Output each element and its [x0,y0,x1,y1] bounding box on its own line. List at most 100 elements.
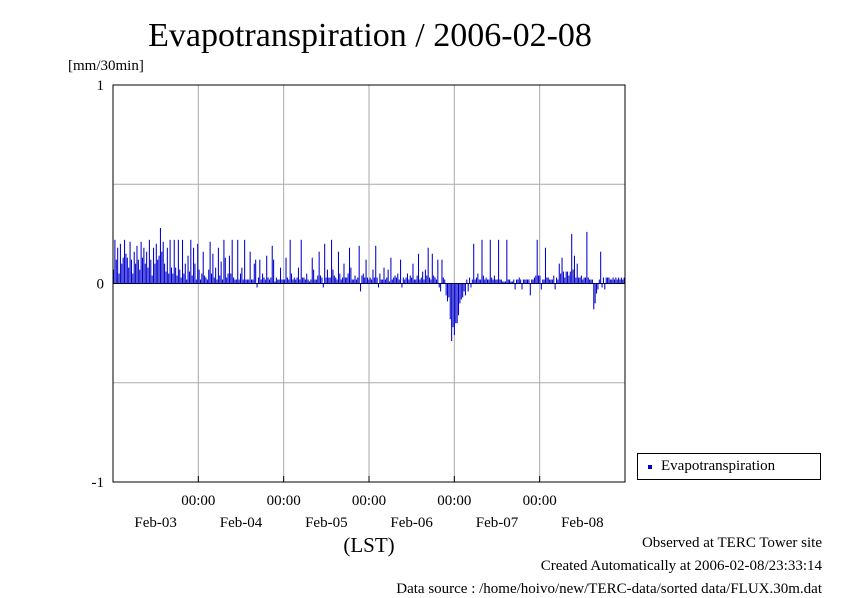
bar [337,251,339,284]
bar [562,271,564,284]
bar [568,275,570,284]
bar [431,253,433,284]
bar [308,281,311,284]
bar [605,277,607,284]
bar [445,283,447,296]
bar [209,241,211,284]
bar [331,239,333,284]
bar [571,233,573,284]
bar [420,277,422,284]
bar [288,279,290,284]
bar [514,283,516,290]
bar [440,283,442,292]
bar [253,263,255,284]
bar [154,263,156,284]
bar [188,271,190,284]
bar [596,283,598,294]
bar [382,279,384,284]
bar [274,281,276,284]
bar [401,283,403,288]
bar [495,279,497,284]
bar [136,245,138,284]
bar [180,277,182,284]
bar [183,273,185,284]
bar [601,283,603,288]
bar [486,279,489,284]
bar [219,275,221,284]
bar [366,277,368,284]
bar [546,277,548,284]
y-axis: 1 0 -1 [92,78,625,491]
bar [147,267,149,284]
bar [489,239,491,284]
bar [206,279,208,284]
bar [463,283,465,292]
footer-source: Data source : /home/hoivo/new/TERC-data/… [396,581,822,597]
bar [300,239,302,284]
bar [271,245,273,284]
bar [539,275,541,284]
x-tick-time-label: 00:00 [523,493,557,509]
bar [604,283,606,290]
bar [132,273,134,284]
bar [344,277,346,284]
bar [377,283,380,288]
bar [520,279,522,284]
bar [310,279,312,284]
bar [118,273,120,284]
bar [226,277,228,284]
bar [182,239,184,284]
bar [325,277,327,284]
bar [612,277,614,284]
bar [533,277,535,284]
bar [426,275,428,284]
bar [395,277,397,284]
bar [448,283,450,298]
bar [412,263,414,284]
bar [583,277,585,284]
bar [322,283,324,288]
bar [464,283,466,296]
bar [529,283,531,296]
bar [190,239,192,284]
bar [259,259,261,284]
bar [169,239,171,284]
bar [598,279,600,284]
bar [607,277,609,284]
bar [372,269,374,284]
bar [558,263,560,284]
footer-site: Observed at TERC Tower site [641,535,822,551]
bar [237,239,239,284]
bar [284,279,286,284]
y-axis-unit-label: [mm/30min] [68,58,144,74]
bar [277,279,279,284]
bar [504,281,506,284]
bar [543,279,545,284]
bar [550,279,552,284]
bar [582,279,584,284]
x-tick-date-label: Feb-05 [305,515,348,531]
bar [115,259,117,284]
bar [597,283,599,290]
bar [281,279,283,284]
bar [402,277,404,284]
bar [128,267,130,284]
x-tick-date-label: Feb-07 [476,515,519,531]
bar [433,275,435,284]
bar [292,279,294,284]
bar [213,277,215,284]
bar [129,241,131,284]
bar [122,257,124,284]
bar [477,273,479,284]
bar [263,277,265,284]
bar [567,271,569,284]
bar [151,275,153,284]
bar [416,275,418,284]
bar [609,279,611,284]
footer-created: Created Automatically at 2006-02-08/23:3… [540,558,822,574]
bar [473,243,475,284]
bar [197,243,199,284]
bar [515,279,518,284]
bar [408,279,410,284]
bar [170,267,172,284]
